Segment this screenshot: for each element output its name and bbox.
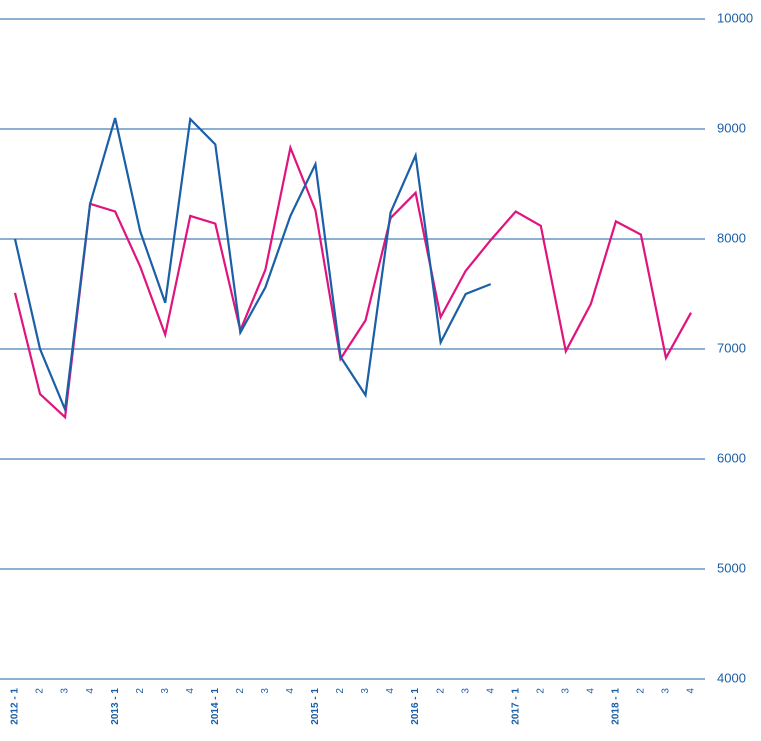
x-tick-label: 2014 - 1 (210, 688, 221, 725)
x-tick-label: 2 (435, 688, 446, 694)
x-tick-label: 2017 - 1 (510, 688, 521, 725)
x-tick-label: 3 (260, 688, 271, 694)
y-tick-label: 7000 (717, 340, 746, 355)
x-tick-label: 4 (185, 688, 196, 694)
y-tick-label: 5000 (717, 560, 746, 575)
x-tick-label: 3 (160, 688, 171, 694)
x-tick-label: 2015 - 1 (310, 688, 321, 725)
x-tick-label: 2 (135, 688, 146, 694)
x-tick-label: 2012 - 1 (10, 688, 21, 725)
x-tick-label: 3 (460, 688, 471, 694)
x-tick-label: 4 (686, 688, 697, 694)
y-tick-label: 8000 (717, 230, 746, 245)
series-line (13, 116, 492, 414)
x-tick-label: 4 (285, 688, 296, 694)
x-tick-label: 3 (60, 688, 71, 694)
x-tick-label: 2 (35, 688, 46, 694)
y-tick-label: 10000 (717, 10, 753, 25)
x-tick-label: 2 (535, 688, 546, 694)
x-tick-label: 2018 - 1 (611, 688, 622, 725)
x-tick-label: 3 (560, 688, 571, 694)
x-tick-label: 4 (85, 688, 96, 694)
y-tick-label: 4000 (717, 670, 746, 685)
x-tick-label: 2 (335, 688, 346, 694)
x-tick-label: 2016 - 1 (410, 688, 421, 725)
y-tick-label: 6000 (717, 450, 746, 465)
x-tick-label: 2 (235, 688, 246, 694)
x-tick-label: 4 (385, 688, 396, 694)
x-tick-label: 3 (661, 688, 672, 694)
series-line (13, 143, 692, 420)
x-tick-label: 4 (585, 688, 596, 694)
x-tick-label: 3 (360, 688, 371, 694)
x-tick-label: 2 (636, 688, 647, 694)
x-tick-label: 2013 - 1 (110, 688, 121, 725)
y-tick-label: 9000 (717, 120, 746, 135)
x-tick-label: 4 (485, 688, 496, 694)
